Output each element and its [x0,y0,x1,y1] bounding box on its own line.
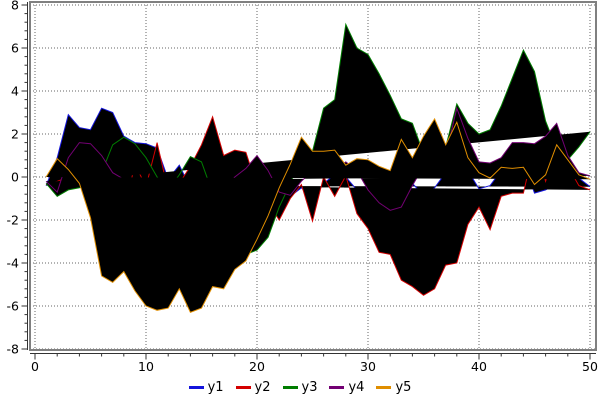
legend-item-y3: y3 [282,379,318,395]
legend-label: y3 [301,379,318,395]
legend-label: y5 [395,379,412,395]
plot-border [29,1,597,351]
chart-legend: y1 y2 y3 y4 y5 [0,378,600,396]
legend-item-y4: y4 [329,381,364,394]
series-line-y5 [45,117,591,314]
legend-swatch-y3 [282,385,298,389]
legend-swatch-y2 [235,385,251,389]
legend-label: y4 [348,379,365,395]
y-tick-label: -4 [7,256,20,271]
y-tick-label: 2 [11,127,19,142]
legend-swatch-y1 [188,385,204,389]
legend-label: y2 [254,379,271,395]
y-tick-label: 6 [11,41,19,56]
x-tick-label: 50 [582,359,598,374]
axes [21,2,596,360]
y-tick-label: 0 [11,170,19,185]
x-tick-label: 0 [31,359,39,374]
legend-item-y1: y1 [188,379,224,395]
y-tick-label: 4 [11,84,19,99]
x-tick-label: 40 [471,359,487,374]
legend-item-y5: y5 [376,381,411,394]
y-tick-label: -2 [7,213,19,228]
y-tick-label: -8 [7,342,20,357]
y-tick-label: 8 [11,0,19,13]
x-tick-label: 30 [360,359,376,374]
x-tick-label: 20 [249,359,265,374]
x-tick-label: 10 [138,359,154,374]
legend-swatch-y4 [329,385,345,389]
y-tick-label: -6 [7,299,20,314]
series-line-y3 [45,22,591,255]
legend-swatch-y5 [376,385,392,389]
legend-label: y1 [207,379,224,395]
legend-item-y2: y2 [235,379,271,395]
